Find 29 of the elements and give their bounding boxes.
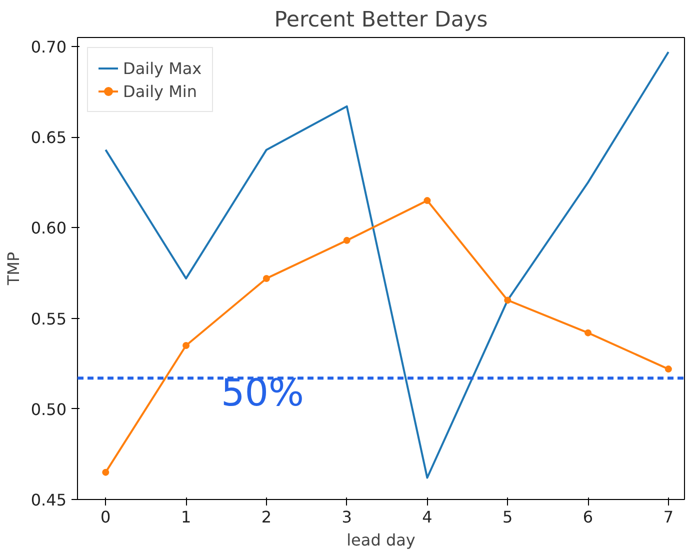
x-tick-label: 3 [342, 508, 352, 526]
y-tick-label: 0.50 [30, 400, 66, 419]
chart-title: Percent Better Days [274, 8, 488, 32]
y-tick-label: 0.65 [30, 128, 66, 148]
x-tick-label: 0 [100, 508, 111, 526]
point [504, 296, 512, 304]
y-tick-label: 0.45 [30, 490, 66, 510]
line-series [104, 50, 670, 479]
x-tick-label: 1 [180, 508, 192, 526]
point [343, 236, 350, 244]
annotation: 50% [221, 370, 304, 414]
point [182, 342, 190, 349]
point [584, 329, 592, 336]
y-tick-label: 0.60 [30, 218, 66, 238]
x-tick-label: 4 [422, 508, 432, 526]
x-tick-label: 7 [663, 508, 674, 526]
x-tick-label: 2 [261, 508, 272, 526]
legend-label: Daily Min [123, 82, 197, 100]
x-tick-label: 6 [582, 508, 594, 526]
x-axis-title: lead day [346, 530, 416, 550]
legend-label: Daily Max [123, 58, 202, 78]
y-tick-label: 0.55 [30, 309, 66, 328]
x-tick-label: 5 [502, 508, 513, 526]
point [664, 366, 672, 373]
y-axis-title: TMP [4, 252, 23, 286]
point [424, 197, 431, 204]
y-tick-label: 0.70 [30, 38, 66, 57]
point [102, 468, 110, 476]
point [262, 274, 270, 282]
